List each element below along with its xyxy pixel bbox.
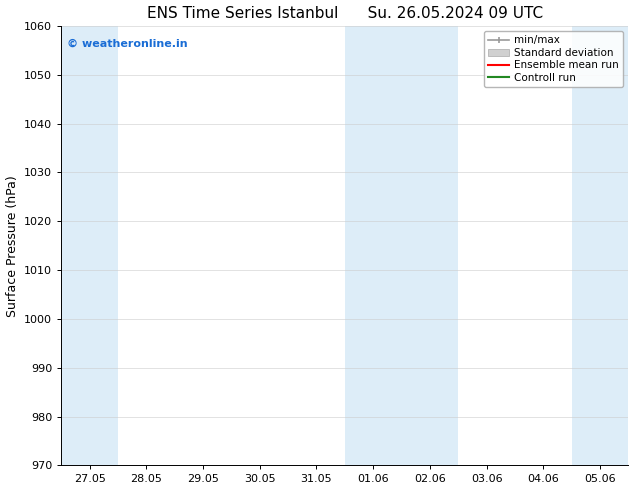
Title: ENS Time Series Istanbul      Su. 26.05.2024 09 UTC: ENS Time Series Istanbul Su. 26.05.2024 … — [147, 5, 543, 21]
Bar — [61, 26, 118, 466]
Bar — [345, 26, 458, 466]
Y-axis label: Surface Pressure (hPa): Surface Pressure (hPa) — [6, 175, 18, 317]
Legend: min/max, Standard deviation, Ensemble mean run, Controll run: min/max, Standard deviation, Ensemble me… — [484, 31, 623, 87]
Text: © weatheronline.in: © weatheronline.in — [67, 39, 188, 49]
Bar — [572, 26, 628, 466]
